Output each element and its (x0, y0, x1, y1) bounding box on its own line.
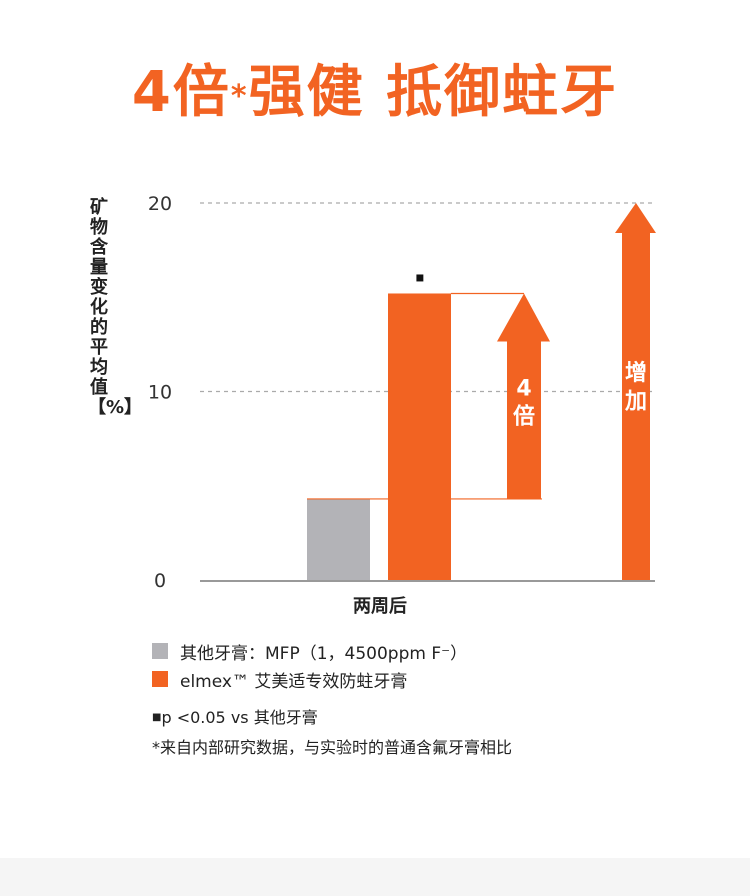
bar-elmex (388, 293, 451, 580)
bottom-strip (0, 858, 750, 896)
legend-swatch-elmex (152, 671, 168, 687)
legend-item-other: 其他牙膏：MFP（1，4500ppm F⁻） (152, 637, 467, 665)
legend-swatch-other (152, 643, 168, 659)
ratio-label-char: 倍 (513, 404, 535, 430)
increase-label-char-2: 加 (624, 389, 647, 414)
headline: 4倍*强健 抵御蛀牙 (0, 58, 750, 128)
increase-arrow (615, 203, 656, 580)
headline-main: 4倍 (131, 60, 231, 125)
legend-item-elmex: elmex™ 艾美适专效防蛀牙膏 (152, 665, 467, 693)
ratio-arrow (497, 293, 550, 499)
y-tick-label-0: 0 (154, 570, 166, 592)
footnote-source: *来自内部研究数据，与实验时的普通含氟牙膏相比 (152, 738, 513, 757)
headline-star: * (230, 79, 249, 114)
y-tick-label-20: 20 (148, 193, 172, 215)
legend: 其他牙膏：MFP（1，4500ppm F⁻） elmex™ 艾美适专效防蛀牙膏 (152, 637, 467, 693)
bar-chart: 0 10 20 两周后 ▪ 4 倍 增加 (148, 193, 656, 617)
footnotes: ■p <0.05 vs 其他牙膏 *来自内部研究数据，与实验时的普通含氟牙膏相比 (152, 703, 512, 763)
ratio-label-number: 4 (516, 376, 531, 401)
legend-label-elmex: elmex™ 艾美适专效防蛀牙膏 (180, 671, 408, 692)
x-category-label: 两周后 (353, 596, 407, 617)
increase-label-char-1: 增 (625, 360, 647, 386)
footnote-p-value: ■p <0.05 vs 其他牙膏 (152, 708, 318, 727)
headline-rest: 强健 抵御蛀牙 (248, 60, 619, 125)
significance-marker: ▪ (415, 269, 425, 285)
y-tick-label-10: 10 (148, 382, 172, 404)
significance-dot: ■ (152, 712, 162, 723)
bar-other-toothpaste (307, 498, 370, 580)
legend-label-other: 其他牙膏：MFP（1，4500ppm F⁻） (180, 643, 468, 664)
